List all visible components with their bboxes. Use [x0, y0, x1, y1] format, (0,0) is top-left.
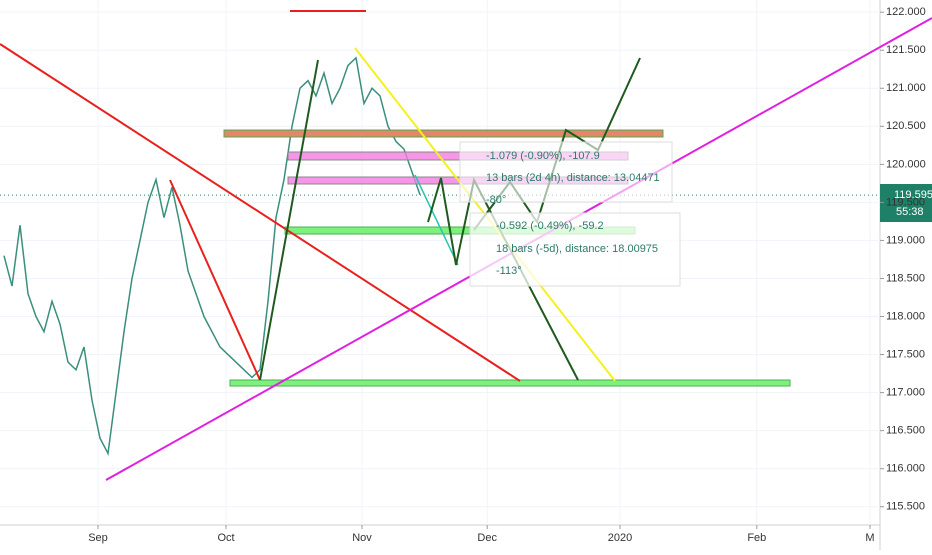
y-tick-label: 118.000: [886, 310, 925, 322]
y-tick-label: 115.500: [886, 501, 925, 513]
plot: [0, 0, 880, 525]
y-tick-label: 117.000: [886, 387, 925, 399]
x-tick-label: M: [865, 532, 874, 544]
y-tick-label: 122.000: [886, 6, 926, 18]
y-tick-label: 117.500: [886, 348, 925, 360]
countdown-label: 55:38: [896, 206, 924, 218]
zone-rect: [223, 129, 664, 138]
y-tick-label: 116.500: [886, 425, 925, 437]
x-tick-label: Feb: [747, 532, 766, 544]
y-tick-label: 120.000: [886, 158, 926, 170]
y-tick-label: 121.000: [886, 82, 926, 94]
x-tick-label: Dec: [477, 532, 497, 544]
measure-label: -0.592 (-0.49%), -59.2: [496, 220, 604, 232]
x-tick-label: Sep: [88, 532, 108, 544]
measure-box: [459, 141, 673, 203]
measure-label: -80°: [486, 194, 506, 206]
trend-line: [0, 43, 521, 382]
measure-label: 18 bars (-5d), distance: 18.00975: [496, 243, 658, 255]
y-tick-label: 120.500: [886, 120, 926, 132]
price-line: [3, 56, 421, 456]
price-badge: [880, 184, 932, 222]
y-tick-label: 116.000: [886, 463, 925, 475]
trend-line: [259, 59, 319, 381]
trend-line: [414, 174, 459, 266]
measure-label: -113°: [496, 265, 522, 277]
y-tick-label: 119.000: [886, 234, 925, 246]
drawings: -1.079 (-0.90%), -107.9 13 bars (2d 4h),…: [0, 10, 932, 481]
measure-label: 13 bars (2d 4h), distance: 13.04471: [486, 172, 660, 184]
measure-label: -1.079 (-0.90%), -107.9: [486, 150, 600, 162]
y-tick-label: 121.500: [886, 44, 926, 56]
x-tick-label: Oct: [217, 532, 234, 544]
zone-rect: [229, 379, 791, 387]
x-tick-label: Nov: [352, 532, 372, 544]
measure-box: [469, 212, 681, 287]
last-price-label: 119.595: [894, 189, 932, 201]
trend-line: [169, 179, 261, 381]
y-tick-label: 119.500: [886, 196, 925, 208]
x-tick-label: 2020: [608, 532, 632, 544]
y-tick-label: 118.500: [886, 272, 925, 284]
